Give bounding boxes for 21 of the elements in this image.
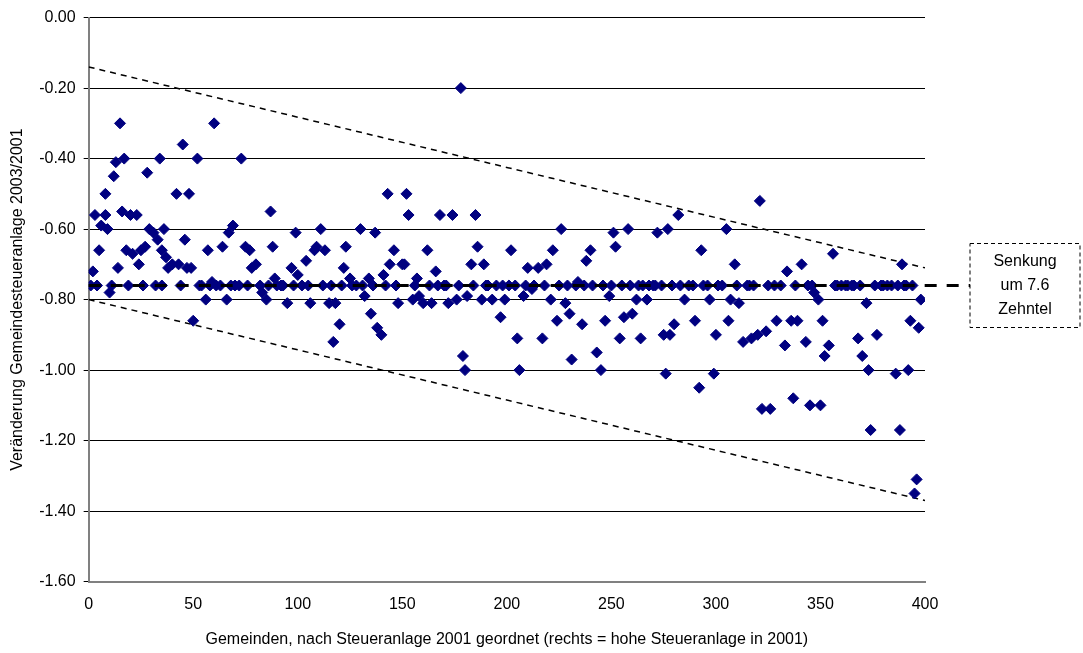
x-tick-label: 250 (598, 594, 625, 612)
y-tick-label: -0.80 (39, 290, 76, 308)
y-tick-label: -1.00 (39, 360, 76, 378)
ref-line-label: Senkung um 7.6 Zehntel (993, 251, 1057, 317)
x-axis-title: Gemeinden, nach Steueranlage 2001 geordnet (rechts = hohe Steueranlage in 2001) (205, 629, 809, 647)
x-tick-label: 50 (184, 594, 203, 612)
x-tick-label: 300 (702, 594, 730, 612)
x-tick-label: 200 (493, 594, 521, 612)
y-tick-label: -0.20 (39, 78, 76, 96)
x-tick-label: 350 (807, 594, 834, 612)
y-tick-label: 0.00 (44, 8, 76, 26)
y-tick-label: -1.60 (39, 572, 76, 590)
y-tick-label: -1.40 (39, 501, 76, 519)
x-tick-label: 100 (284, 594, 312, 612)
y-tick-label: -0.40 (39, 149, 76, 167)
x-tick-label: 150 (388, 594, 416, 612)
x-tick-label: 400 (911, 594, 939, 612)
y-axis-title: Veränderung Gemeindesteueranlage 2003/2001 (8, 128, 26, 471)
y-tick-label: -0.60 (39, 219, 76, 237)
y-tick-label: -1.20 (39, 431, 76, 449)
x-tick-label: 0 (84, 594, 94, 612)
